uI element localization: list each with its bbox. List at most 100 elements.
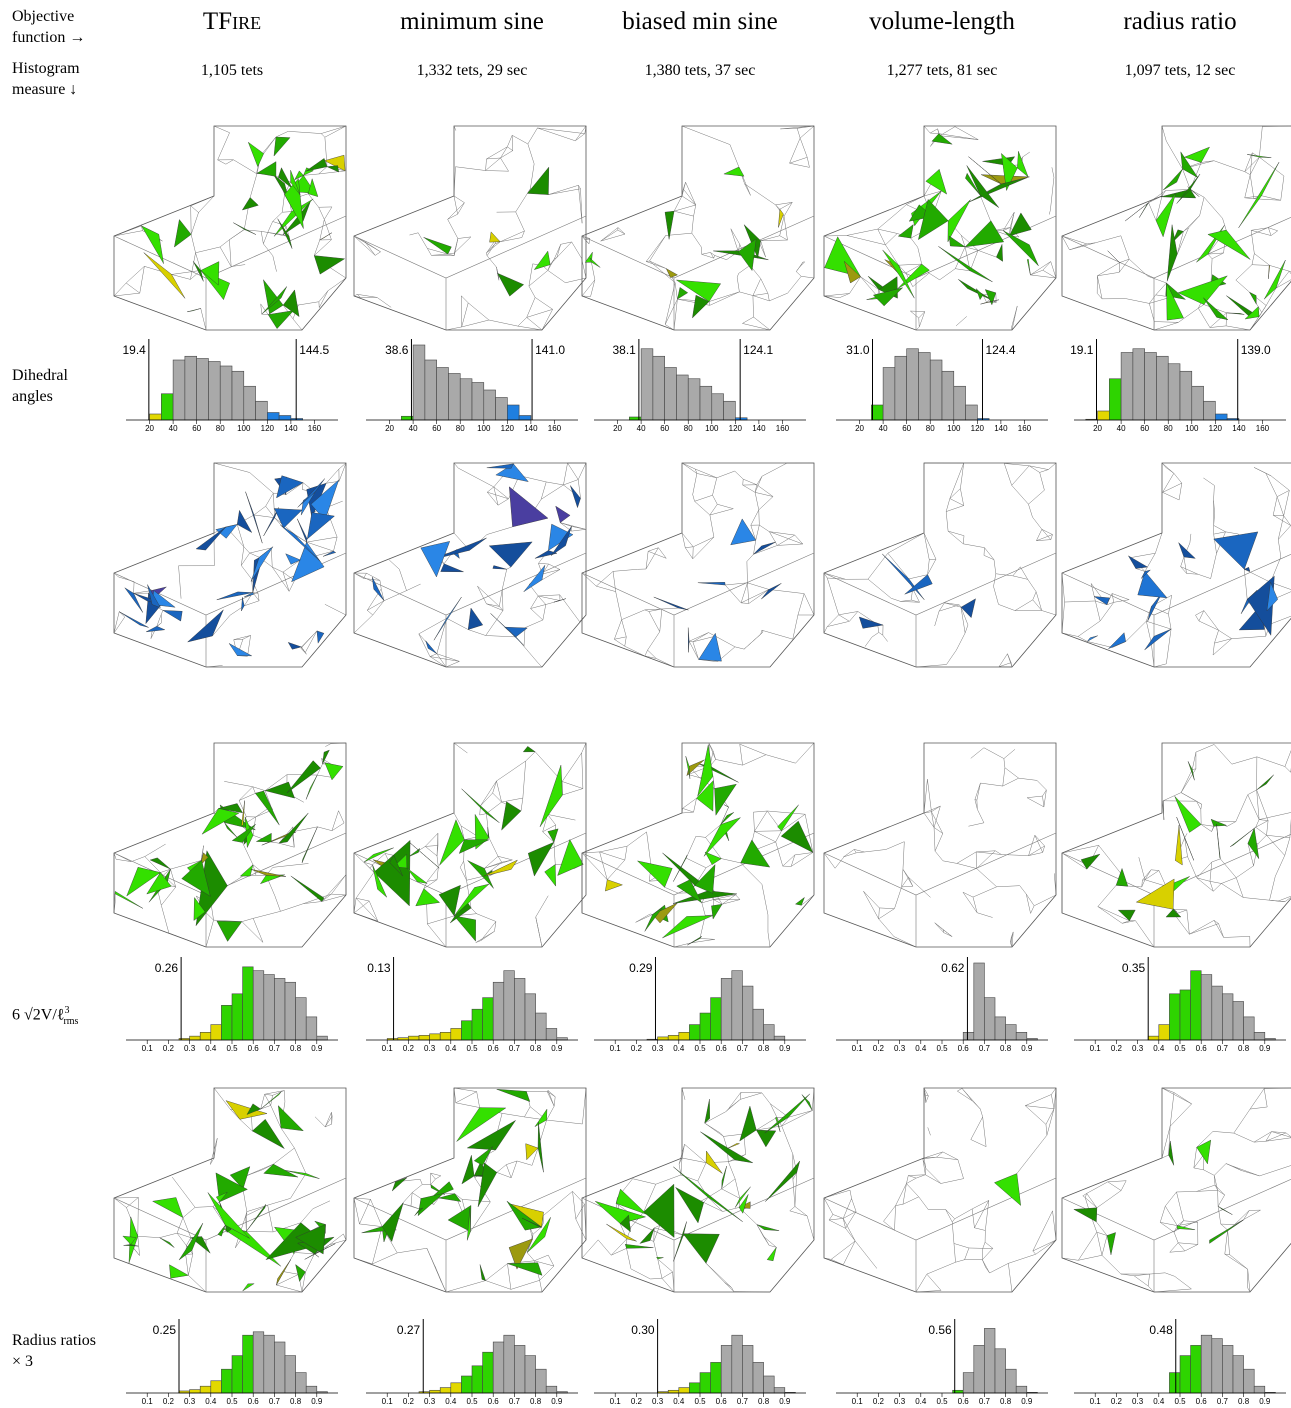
mesh-edge <box>171 270 201 275</box>
mesh-edge <box>1213 744 1233 765</box>
mesh-edge <box>1096 293 1103 300</box>
mesh-edge <box>556 244 561 258</box>
mesh-edge <box>746 561 748 583</box>
x-tick-label: 0.2 <box>873 1397 885 1406</box>
mesh-edge <box>775 202 793 206</box>
mesh-edge <box>692 494 695 502</box>
mesh-edge <box>1207 252 1224 255</box>
mesh-edge <box>720 810 728 825</box>
mesh-edge <box>953 1243 970 1249</box>
mesh-edge <box>475 931 495 943</box>
mesh-edge <box>454 1193 463 1200</box>
mesh-edge <box>1265 473 1278 497</box>
mesh-edge <box>906 1177 917 1184</box>
mesh-edge <box>288 580 295 592</box>
mesh-outline <box>353 1087 587 1293</box>
mesh-edge <box>801 894 815 906</box>
mesh-edge <box>939 604 960 612</box>
mesh-edge <box>744 183 776 206</box>
mesh-edge <box>1039 472 1045 491</box>
mesh-edge <box>945 1209 953 1223</box>
mesh-edge <box>721 894 736 905</box>
mesh-tet-face <box>224 822 238 838</box>
mesh-tet-face <box>301 826 318 864</box>
mesh-edge <box>614 636 627 640</box>
mesh-edge <box>721 1188 740 1199</box>
mesh-edge <box>243 546 250 554</box>
mesh-edge <box>1069 243 1088 251</box>
mesh-edge <box>681 182 686 197</box>
mesh-edge <box>1277 490 1290 497</box>
mesh-tet-face <box>777 804 799 832</box>
mesh-edge <box>355 898 378 922</box>
mesh-edge <box>137 1236 140 1256</box>
mesh-edge <box>506 1160 518 1165</box>
mesh-edge <box>635 914 653 923</box>
mesh-edge <box>314 1116 326 1128</box>
mesh-edge <box>487 491 509 500</box>
mesh-edge <box>1097 262 1120 277</box>
mesh-edge <box>126 1197 139 1208</box>
x-tick-label: 0.2 <box>163 1397 175 1406</box>
mesh-edge <box>1244 156 1260 172</box>
mesh-edge <box>717 504 734 509</box>
mesh-edge <box>1265 1132 1287 1142</box>
mesh-edge <box>1268 227 1278 232</box>
mesh-edge <box>863 891 879 919</box>
mesh-edge <box>878 907 880 919</box>
histogram-bar <box>667 1389 680 1394</box>
mesh-tet-face <box>291 541 325 583</box>
mesh-edge <box>233 159 257 174</box>
mesh-edge <box>548 188 581 195</box>
mesh-edge <box>1162 492 1180 501</box>
mesh-outline <box>823 742 1057 948</box>
mesh-edge <box>1221 877 1237 884</box>
threshold-label: 0.30 <box>631 1323 655 1337</box>
mesh-tet-face <box>595 1201 647 1224</box>
mesh-edge <box>1011 305 1018 331</box>
x-tick-label: 0.8 <box>1238 1397 1250 1406</box>
mesh-edge <box>693 536 715 548</box>
mesh-edge <box>1226 325 1251 331</box>
mesh-edge <box>526 297 536 318</box>
threshold-label: 0.13 <box>367 961 391 975</box>
mesh-edge <box>303 893 332 904</box>
mesh-edge <box>887 532 925 554</box>
mesh-tet-face <box>984 289 997 306</box>
histogram-bar <box>231 370 245 421</box>
mesh-tet-face <box>250 868 286 877</box>
mesh-edge <box>539 1280 543 1293</box>
mesh-edge <box>512 135 528 145</box>
mesh-edge <box>842 1218 856 1242</box>
mesh-edge <box>789 157 808 164</box>
mesh-edge <box>695 468 698 474</box>
mesh-edge <box>1026 894 1031 914</box>
mesh-edge <box>430 1172 441 1177</box>
mesh-edge <box>343 1233 347 1241</box>
mesh-edge <box>1253 1140 1266 1143</box>
mesh-tet-face <box>775 1117 781 1132</box>
mesh-edge <box>694 494 713 502</box>
mesh-tet-face <box>665 268 678 278</box>
mesh-edge <box>272 566 284 573</box>
mesh-edge <box>578 185 581 189</box>
mesh-edge <box>980 1108 983 1118</box>
mesh-edge <box>794 534 803 545</box>
mesh-edge <box>1042 270 1057 279</box>
mesh-edge <box>1135 920 1155 948</box>
histogram-bar <box>742 1345 754 1394</box>
mesh-edge <box>399 569 407 591</box>
x-tick-label: 0.8 <box>1000 1044 1012 1053</box>
threshold-label: 19.4 <box>122 343 146 357</box>
histogram-bar <box>752 1362 764 1394</box>
mesh-edge <box>572 1191 577 1220</box>
threshold-label: 0.56 <box>928 1323 952 1337</box>
mesh-edge <box>923 812 935 828</box>
mesh-edge <box>738 244 740 252</box>
mesh-edge <box>626 831 647 847</box>
mesh-edge <box>1189 923 1219 935</box>
mesh-edge <box>1180 769 1193 793</box>
mesh-edge <box>736 273 739 278</box>
mesh-edge <box>769 292 788 302</box>
mesh-edge <box>918 311 926 328</box>
